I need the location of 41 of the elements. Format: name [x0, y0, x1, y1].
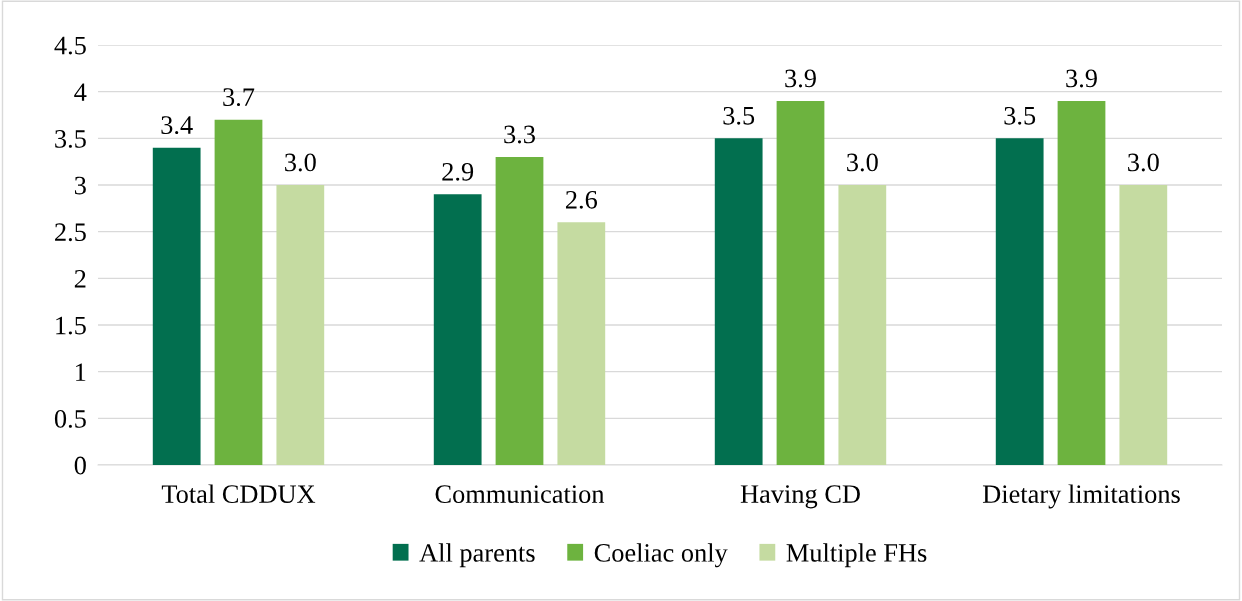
bar [557, 222, 606, 465]
y-tick-label: 2.5 [55, 223, 86, 242]
data-label: 3.4 [161, 116, 193, 135]
y-tick-label: 1.5 [56, 316, 86, 335]
legend-label: All parents [419, 543, 535, 568]
data-label: 2.9 [442, 162, 474, 181]
bar [714, 138, 763, 465]
data-label: 3.5 [1004, 106, 1036, 125]
bar [1057, 101, 1106, 465]
y-tick-label: 0 [74, 456, 86, 475]
bar [1119, 185, 1168, 465]
legend-label: Multiple FHs [786, 543, 927, 568]
bar [214, 119, 263, 465]
x-tick-label: Communication [435, 485, 605, 504]
x-tick-label: Total CDDUX [161, 484, 316, 504]
bar [495, 157, 544, 465]
data-label: 3.9 [1066, 69, 1097, 88]
data-label: 3.9 [785, 69, 816, 88]
bar [152, 147, 201, 465]
x-tick-label: Dietary limitations [982, 484, 1180, 509]
bar [433, 194, 482, 465]
y-tick-label: 3.5 [55, 130, 86, 148]
bar [276, 185, 325, 465]
y-tick-label: 4.5 [54, 36, 86, 55]
data-label: 2.6 [565, 190, 598, 209]
x-tick-label: Having CD [740, 485, 860, 509]
data-label: 3.0 [847, 153, 878, 172]
data-label: 3.3 [504, 125, 535, 144]
legend-label: Coeliac only [594, 543, 728, 568]
y-tick-label: 0.5 [54, 409, 86, 428]
data-label: 3.7 [223, 88, 255, 107]
data-label: 3.5 [723, 106, 755, 125]
data-label: 3.0 [285, 153, 316, 172]
y-tick-label: 3 [74, 176, 86, 195]
bar [838, 185, 887, 465]
y-tick-label: 4 [74, 83, 87, 101]
bar [995, 138, 1044, 465]
data-label: 3.0 [1128, 153, 1159, 172]
y-tick-label: 2 [74, 270, 86, 288]
bar [776, 101, 825, 465]
y-tick-label: 1 [76, 363, 86, 381]
